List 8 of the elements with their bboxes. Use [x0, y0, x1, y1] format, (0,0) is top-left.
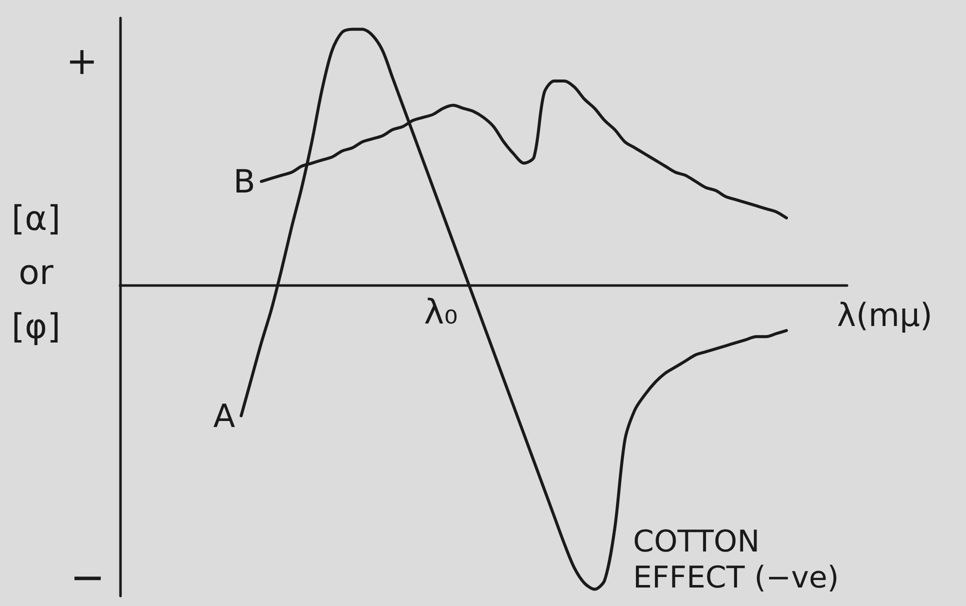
series-label: A: [213, 396, 236, 435]
x-axis-title: λ(mμ): [837, 296, 932, 334]
annotation: λ₀: [424, 292, 458, 332]
annotation: COTTON EFFECT (−ve): [633, 524, 839, 596]
series-label: B: [233, 162, 256, 200]
text: −: [70, 552, 106, 602]
text: +: [66, 38, 98, 83]
y-axis-title: [α] or [φ]: [12, 199, 60, 347]
